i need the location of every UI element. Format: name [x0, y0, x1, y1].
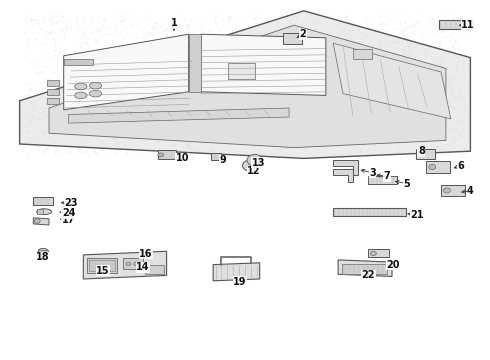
Bar [283, 33, 302, 44]
Text: 14: 14 [136, 262, 150, 272]
Text: 23: 23 [64, 198, 78, 208]
Bar [416, 149, 435, 159]
Bar [87, 258, 117, 273]
Polygon shape [189, 34, 201, 92]
Polygon shape [64, 34, 189, 110]
Bar [368, 249, 389, 257]
Text: 3: 3 [369, 168, 376, 178]
Ellipse shape [417, 152, 423, 156]
Polygon shape [333, 169, 353, 182]
Text: 5: 5 [403, 179, 410, 189]
Text: 12: 12 [247, 166, 261, 176]
Ellipse shape [134, 262, 139, 266]
Text: 17: 17 [62, 215, 75, 225]
Bar [333, 208, 406, 216]
Ellipse shape [247, 154, 263, 166]
Text: 16: 16 [139, 249, 153, 259]
Polygon shape [333, 43, 451, 119]
Polygon shape [83, 251, 167, 279]
Ellipse shape [126, 262, 131, 266]
Text: 24: 24 [62, 208, 75, 218]
Bar [89, 260, 115, 271]
Ellipse shape [243, 160, 257, 171]
Bar [38, 250, 48, 254]
Bar [211, 153, 221, 160]
Text: 15: 15 [96, 266, 110, 276]
Ellipse shape [74, 83, 87, 90]
Text: 7: 7 [384, 171, 391, 181]
Text: 10: 10 [175, 153, 189, 163]
Ellipse shape [370, 251, 376, 256]
Bar [47, 89, 59, 95]
Bar [439, 20, 473, 29]
Polygon shape [333, 160, 358, 175]
Text: 19: 19 [233, 276, 247, 287]
Bar [342, 264, 387, 274]
Text: 2: 2 [299, 29, 306, 39]
Text: 13: 13 [252, 158, 266, 168]
Polygon shape [213, 263, 260, 281]
Text: 20: 20 [386, 260, 400, 270]
Text: 1: 1 [171, 18, 177, 28]
Bar [441, 185, 465, 196]
Text: 9: 9 [220, 155, 226, 165]
Bar [33, 197, 53, 205]
Bar [353, 49, 372, 59]
Bar [158, 150, 176, 159]
Text: 6: 6 [457, 161, 464, 171]
Bar [123, 258, 143, 269]
Ellipse shape [37, 209, 51, 215]
Ellipse shape [158, 153, 164, 157]
Polygon shape [49, 25, 446, 148]
Text: 21: 21 [411, 210, 424, 220]
Polygon shape [338, 260, 392, 276]
Ellipse shape [38, 248, 48, 254]
Bar [64, 59, 93, 65]
Polygon shape [69, 108, 289, 123]
Bar [37, 209, 43, 214]
Ellipse shape [429, 165, 436, 170]
Ellipse shape [74, 92, 87, 99]
Bar [47, 80, 59, 86]
Bar [426, 161, 450, 173]
Text: 8: 8 [418, 146, 425, 156]
Bar [47, 98, 59, 104]
Text: 4: 4 [467, 186, 474, 196]
Bar [145, 265, 164, 274]
Ellipse shape [443, 188, 450, 193]
Ellipse shape [89, 90, 102, 97]
Polygon shape [33, 218, 49, 225]
Text: 22: 22 [362, 270, 375, 280]
Text: 11: 11 [461, 20, 475, 30]
Bar [228, 63, 255, 79]
Polygon shape [201, 34, 326, 95]
Ellipse shape [89, 82, 102, 89]
Polygon shape [20, 11, 470, 158]
Bar [368, 176, 397, 184]
Ellipse shape [34, 219, 40, 223]
Text: 18: 18 [36, 252, 50, 262]
